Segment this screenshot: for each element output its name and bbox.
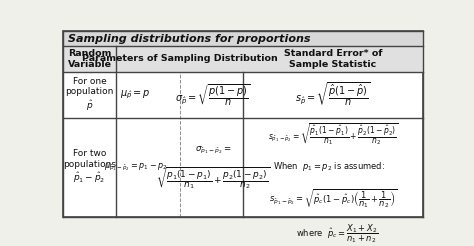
Text: For two
populations
$\hat{p}_1 - \hat{p}_2$: For two populations $\hat{p}_1 - \hat{p}… [63, 149, 116, 185]
Text: $\sigma_{\hat{p}} = \sqrt{\dfrac{p(1-p)}{n}}$: $\sigma_{\hat{p}} = \sqrt{\dfrac{p(1-p)}… [175, 82, 251, 108]
Text: $\sqrt{\dfrac{p_1(1-p_1)}{n_1} + \dfrac{p_2(1-p_2)}{n_2}}$: $\sqrt{\dfrac{p_1(1-p_1)}{n_1} + \dfrac{… [156, 166, 270, 192]
Text: $s_{\hat{p}} = \sqrt{\dfrac{\hat{p}(1-\hat{p})}{n}}$: $s_{\hat{p}} = \sqrt{\dfrac{\hat{p}(1-\h… [295, 81, 371, 109]
Text: where  $\hat{p}_c = \dfrac{X_1 + X_2}{n_1 + n_2}$: where $\hat{p}_c = \dfrac{X_1 + X_2}{n_1… [296, 223, 378, 246]
Text: When  $p_1 = p_2$ is assumed:: When $p_1 = p_2$ is assumed: [273, 160, 385, 173]
Text: Sampling distributions for proportions: Sampling distributions for proportions [68, 33, 311, 44]
Text: Random
Variable: Random Variable [68, 49, 111, 69]
Text: Parameters of Sampling Distribution: Parameters of Sampling Distribution [82, 54, 277, 63]
Text: $\mu_{\hat{p}_1-\hat{p}_2} = p_1 - p_2$: $\mu_{\hat{p}_1-\hat{p}_2} = p_1 - p_2$ [104, 162, 167, 173]
FancyBboxPatch shape [63, 46, 423, 72]
Text: For one
population
$\hat{p}$: For one population $\hat{p}$ [65, 77, 114, 113]
Text: $\sigma_{\hat{p}_1-\hat{p}_2} =$: $\sigma_{\hat{p}_1-\hat{p}_2} =$ [195, 145, 231, 156]
Text: Standard Error* of
Sample Statistic: Standard Error* of Sample Statistic [283, 49, 382, 69]
Text: $s_{\hat{p}_1-\hat{p}_2} = \sqrt{\hat{p}_c(1-\hat{p}_c)\left(\dfrac{1}{n_1}+\dfr: $s_{\hat{p}_1-\hat{p}_2} = \sqrt{\hat{p}… [269, 188, 397, 210]
Text: $\mu_{\hat{p}} = p$: $\mu_{\hat{p}} = p$ [120, 89, 151, 101]
Text: $s_{\hat{p}_1-\hat{p}_2} = \sqrt{\dfrac{\hat{p}_1(1-\hat{p}_1)}{n_1} + \dfrac{\h: $s_{\hat{p}_1-\hat{p}_2} = \sqrt{\dfrac{… [267, 122, 398, 148]
FancyBboxPatch shape [63, 31, 423, 217]
FancyBboxPatch shape [63, 31, 423, 46]
